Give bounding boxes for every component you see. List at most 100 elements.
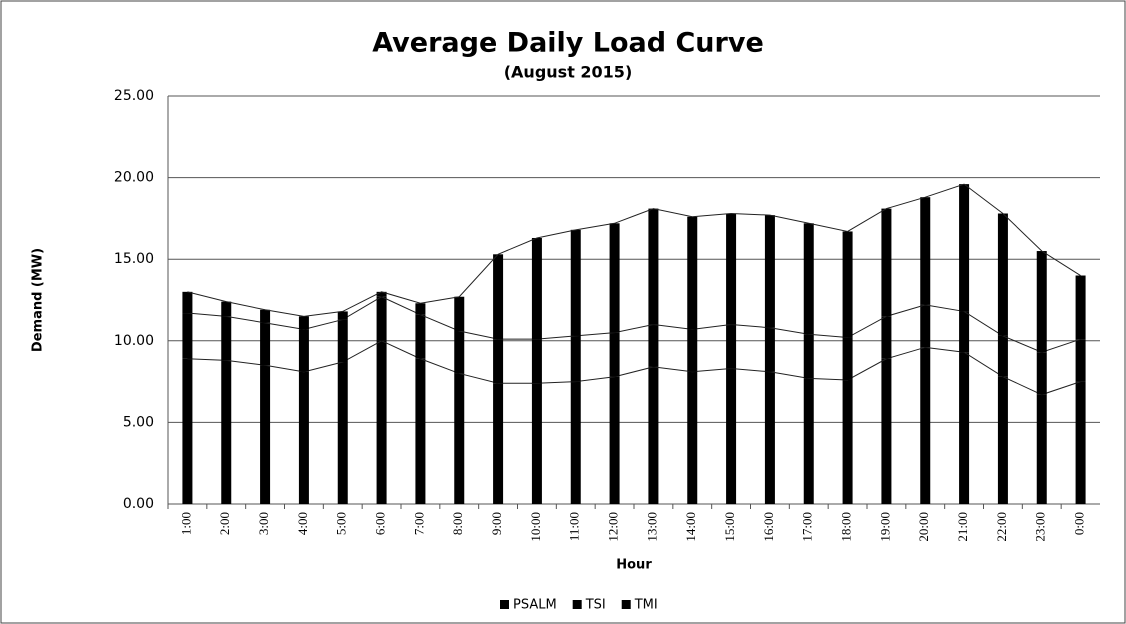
bar-segment (1075, 275, 1086, 340)
bar-segment (726, 213, 737, 325)
bar-segment (493, 254, 504, 340)
bar-segment (726, 324, 737, 369)
bar-segment (687, 216, 698, 330)
bar-segment (881, 208, 892, 317)
bar-segment (298, 371, 309, 504)
bar-segment (648, 208, 659, 325)
x-tick-label: 20:00 (916, 512, 931, 542)
bar-segment (1036, 352, 1047, 395)
x-tick-label: 17:00 (800, 512, 815, 542)
bar-segment (337, 362, 348, 504)
bar-segment (920, 347, 931, 504)
bar-segment (454, 331, 465, 374)
legend-label: PSALM (513, 598, 557, 613)
bar-segment (454, 296, 465, 332)
bar-segment (609, 332, 620, 377)
bar-segment (221, 316, 232, 361)
y-tick-label: 0.00 (123, 496, 154, 512)
bar-segment (260, 365, 271, 504)
bar-segment (687, 371, 698, 504)
bar-segment (493, 339, 504, 384)
bar-segment (531, 383, 542, 504)
y-tick-label: 5.00 (123, 414, 154, 430)
x-tick-label: 7:00 (411, 512, 426, 535)
bar-segment (221, 360, 232, 504)
bar-segment (415, 358, 426, 504)
bar-segment (415, 303, 426, 315)
series-line (187, 296, 1081, 353)
bar-segment (842, 379, 853, 504)
bar-segment (376, 340, 387, 504)
bar-segment (570, 335, 581, 382)
series-line (187, 183, 1081, 317)
bar-segment (337, 311, 348, 320)
x-axis-label: Hour (616, 558, 652, 573)
x-tick-label: 15:00 (722, 512, 737, 542)
bar-segment (1036, 251, 1047, 353)
x-tick-label: 23:00 (1033, 512, 1048, 542)
bar-segment (959, 352, 970, 504)
legend-label: TMI (634, 598, 658, 613)
bar-segment (881, 358, 892, 504)
bar-segment (531, 339, 542, 384)
bar-segment (764, 215, 775, 328)
bar-segment (803, 334, 814, 379)
x-tick-label: 5:00 (334, 512, 349, 535)
chart-subtitle: (August 2015) (504, 63, 633, 82)
x-tick-label: 9:00 (489, 512, 504, 535)
legend-swatch (572, 600, 582, 609)
bar-segment (803, 223, 814, 335)
bar-segment (493, 383, 504, 504)
x-tick-label: 6:00 (373, 512, 388, 535)
bar-segment (997, 376, 1008, 504)
x-tick-label: 21:00 (955, 512, 970, 542)
bar-segment (337, 319, 348, 363)
bar-segment (1075, 339, 1086, 382)
bar-segment (221, 301, 232, 317)
x-tick-label: 2:00 (217, 512, 232, 535)
bar-segment (842, 231, 853, 338)
bar-segment (648, 324, 659, 367)
bar-segment (531, 237, 542, 340)
bar-segment (687, 329, 698, 372)
bar-segment (1075, 381, 1086, 504)
legend-label: TSI (585, 598, 606, 613)
bar-segment (260, 322, 271, 366)
bar-segment (959, 184, 970, 312)
x-tick-label: 16:00 (761, 512, 776, 542)
legend-swatch (621, 600, 631, 609)
x-tick-label: 1:00 (178, 512, 193, 535)
x-tick-label: 13:00 (644, 512, 659, 542)
x-tick-label: 4:00 (295, 512, 310, 535)
x-tick-label: 0:00 (1072, 512, 1087, 535)
x-tick-label: 18:00 (839, 512, 854, 542)
legend-swatch (500, 600, 509, 609)
x-tick-label: 3:00 (256, 512, 271, 535)
bar-segment (764, 327, 775, 372)
bar-segment (376, 291, 387, 297)
x-tick-label: 8:00 (450, 512, 465, 535)
chart-title: Average Daily Load Curve (372, 28, 764, 59)
bar-segment (609, 223, 620, 333)
x-tick-label: 22:00 (994, 512, 1009, 542)
bar-segment (842, 337, 853, 380)
bar-segment (648, 366, 659, 504)
bar-segment (570, 381, 581, 504)
bar-segment (959, 311, 970, 353)
x-tick-label: 12:00 (606, 512, 621, 542)
y-tick-label: 10.00 (114, 333, 154, 349)
x-tick-label: 14:00 (683, 512, 698, 542)
bar-segment (920, 197, 931, 305)
bar-segment (609, 376, 620, 504)
x-tick-label: 11:00 (567, 512, 582, 541)
bar-segment (570, 229, 581, 336)
bar-segment (415, 314, 426, 359)
bar-segment (182, 313, 193, 359)
bar-segment (298, 316, 309, 330)
bar-segment (726, 368, 737, 504)
bar-segment (260, 309, 271, 323)
bar-segment (920, 304, 931, 348)
series-line (187, 340, 1081, 396)
